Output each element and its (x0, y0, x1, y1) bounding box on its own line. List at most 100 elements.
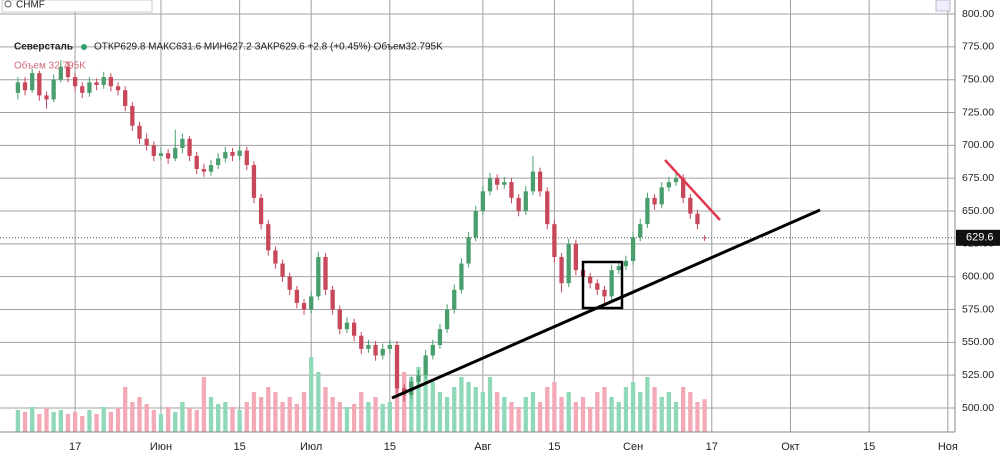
search-box[interactable] (1, 0, 153, 13)
candle-body (609, 270, 614, 297)
candle-body (394, 344, 400, 389)
volume-bar (351, 404, 357, 432)
candle-body (559, 256, 564, 284)
candle-body (387, 344, 393, 349)
volume-bar (22, 412, 28, 432)
volume-bar (473, 387, 478, 432)
volume-bar (530, 392, 536, 432)
candle-body (452, 289, 457, 310)
candle-body (344, 322, 350, 330)
x-tick-label: Ноя (938, 441, 958, 453)
volume-bar (144, 404, 149, 432)
volume-bar (545, 387, 550, 432)
volume-bar (616, 402, 621, 432)
candle-body (309, 296, 314, 310)
candle-body (22, 82, 28, 91)
volume-bar (516, 407, 521, 432)
volume-bar (623, 387, 629, 432)
volume-bar (309, 357, 314, 432)
volume-bar (208, 397, 214, 432)
y-tick-label: 775.00 (962, 41, 994, 53)
last-price-label: 629.6 (966, 232, 994, 244)
candle-body (416, 375, 421, 382)
volume-bar (659, 397, 664, 432)
volume-bar (416, 367, 421, 432)
volume-bar (459, 377, 464, 432)
volume-bar (673, 402, 679, 432)
volume-bar (223, 402, 228, 432)
y-tick-label: 725.00 (962, 106, 994, 118)
candle-body (316, 256, 321, 297)
volume-bar (402, 372, 407, 432)
candle-body (523, 191, 528, 212)
volume-legend: Объем 32.795K (14, 60, 86, 72)
candle-body (487, 178, 493, 192)
candle-body (280, 263, 285, 277)
y-tick-label: 500.00 (962, 402, 994, 414)
volume-bar (423, 362, 428, 432)
volume-bar (294, 404, 300, 432)
volume-bar (80, 416, 85, 432)
volume-bar (216, 404, 221, 432)
volume-bar (580, 397, 586, 432)
volume-bar (609, 397, 614, 432)
axes: 500.00525.00550.00575.00600.00625.00650.… (0, 8, 1000, 453)
candle-body (101, 77, 106, 85)
candle-body (65, 66, 71, 78)
volume-bar (244, 402, 249, 432)
volume-pane (15, 357, 707, 432)
candle-body (638, 224, 643, 238)
search-text: СНМF (16, 0, 45, 11)
candle-body (466, 237, 471, 264)
volume-bar (180, 402, 185, 432)
volume-bar (115, 408, 121, 432)
y-tick-label: 550.00 (962, 336, 994, 348)
candle-body (223, 151, 228, 159)
volume-bar (108, 412, 114, 432)
volume-bar (30, 407, 35, 432)
menu-button[interactable] (935, 0, 951, 12)
volume-bar (387, 402, 393, 432)
candle-body (151, 145, 156, 156)
volume-bar (523, 397, 528, 432)
candle-body (208, 165, 214, 172)
candle-body (430, 344, 435, 356)
candle-body (366, 344, 371, 349)
candle-body (108, 77, 114, 87)
volume-bar (330, 397, 335, 432)
volume-bar (280, 402, 285, 432)
candle-body (659, 187, 664, 205)
candle-body (173, 147, 178, 159)
volume-bar (323, 387, 328, 432)
candle-body (588, 276, 593, 284)
candle-body (502, 182, 507, 185)
status-dot (81, 44, 87, 50)
candle-body (630, 237, 636, 261)
volume-bar (173, 412, 178, 432)
trend-line (391, 208, 821, 400)
volume-bar (201, 377, 207, 432)
volume-bar (702, 399, 707, 432)
volume-bar (409, 377, 414, 432)
x-tick-label: 15 (234, 441, 246, 453)
volume-bar (72, 412, 78, 432)
candle-body (537, 171, 543, 192)
volume-bar (101, 407, 106, 432)
volume-bar (695, 402, 700, 432)
candle-body (666, 182, 672, 188)
x-tick-label: Авг (474, 441, 491, 453)
candle-body (480, 191, 486, 212)
candle-body (130, 105, 135, 126)
volume-bar (666, 392, 672, 432)
candle-body (530, 171, 536, 192)
candle-body (51, 79, 56, 100)
volume-bar (65, 414, 71, 432)
candle-body (144, 138, 149, 146)
volume-bar (430, 382, 435, 432)
candle-body (301, 302, 307, 310)
volume-bar (287, 397, 292, 432)
candle-body (337, 309, 342, 330)
volume-bar (552, 382, 557, 432)
